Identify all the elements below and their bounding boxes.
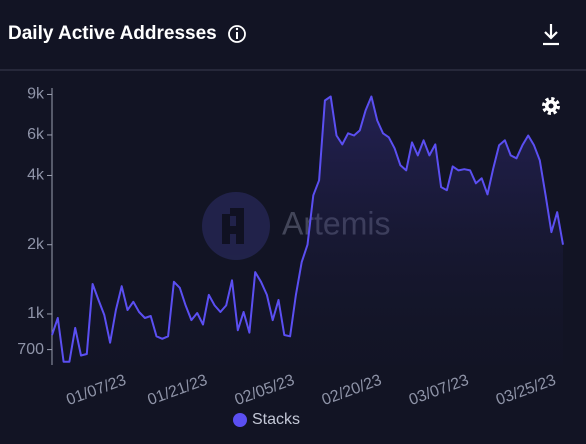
info-icon[interactable]: [228, 25, 246, 43]
y-tick-label: 700: [17, 341, 44, 358]
y-tick-label: 1k: [27, 305, 45, 322]
y-tick-label: 9k: [27, 86, 45, 103]
download-icon[interactable]: [543, 24, 559, 46]
area: [52, 96, 563, 365]
y-tick-label: 4k: [27, 167, 45, 184]
legend-label: Stacks: [252, 411, 300, 428]
y-tick-label: 6k: [27, 126, 45, 143]
chart-title: Daily Active Addresses: [8, 23, 217, 44]
settings-icon[interactable]: [542, 97, 560, 115]
line: [51, 95, 564, 363]
legend-marker: [233, 413, 247, 427]
legend[interactable]: Stacks: [233, 411, 300, 428]
y-tick-label: 2k: [27, 236, 45, 253]
